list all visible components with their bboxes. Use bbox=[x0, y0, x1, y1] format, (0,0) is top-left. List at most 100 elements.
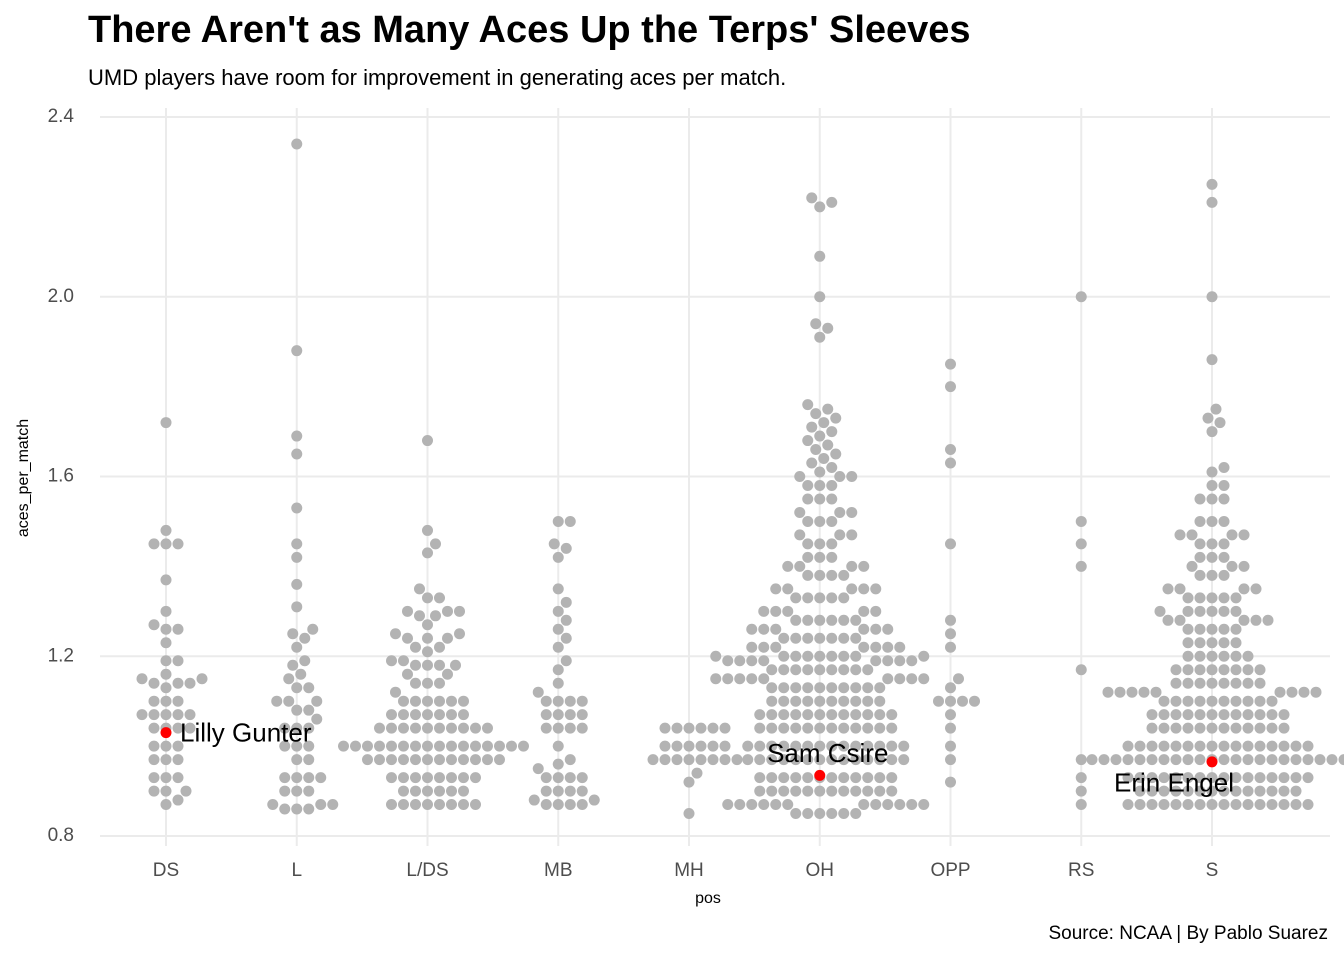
point bbox=[1290, 785, 1302, 797]
point bbox=[1218, 785, 1230, 797]
point bbox=[945, 444, 956, 456]
point bbox=[434, 722, 445, 734]
point bbox=[802, 785, 814, 797]
point bbox=[858, 623, 870, 635]
point bbox=[362, 740, 373, 752]
point bbox=[1170, 695, 1182, 707]
point bbox=[826, 650, 838, 662]
point bbox=[1162, 583, 1174, 595]
point bbox=[374, 754, 385, 766]
point bbox=[846, 506, 858, 518]
point bbox=[576, 785, 588, 797]
point bbox=[160, 524, 172, 536]
point bbox=[1146, 722, 1158, 734]
labels: 0.8 1.2 1.6 2.0 2.4 DS L L/DS MB MH OH OPP RS S Lilly … bbox=[48, 106, 1234, 881]
point bbox=[882, 799, 894, 811]
point bbox=[450, 659, 461, 671]
point bbox=[430, 538, 441, 550]
point bbox=[707, 754, 719, 766]
point bbox=[822, 322, 834, 334]
point bbox=[160, 574, 172, 586]
point bbox=[1182, 722, 1194, 734]
point bbox=[303, 754, 315, 766]
point bbox=[1075, 754, 1087, 766]
point bbox=[826, 808, 838, 820]
point bbox=[291, 448, 303, 460]
point bbox=[846, 560, 858, 572]
point bbox=[862, 772, 874, 784]
point bbox=[691, 767, 703, 779]
point bbox=[1238, 560, 1250, 572]
point bbox=[1146, 799, 1158, 811]
point bbox=[707, 740, 719, 752]
point bbox=[814, 479, 826, 491]
point bbox=[1150, 686, 1162, 698]
point bbox=[746, 641, 758, 653]
point bbox=[778, 722, 790, 734]
point bbox=[1194, 722, 1206, 734]
point bbox=[945, 457, 956, 469]
point bbox=[422, 547, 433, 559]
point bbox=[838, 709, 850, 721]
point bbox=[826, 785, 838, 797]
point bbox=[1298, 686, 1310, 698]
point bbox=[160, 785, 172, 797]
point bbox=[267, 799, 279, 811]
point bbox=[758, 641, 770, 653]
point bbox=[414, 583, 425, 595]
point bbox=[886, 740, 898, 752]
point bbox=[184, 677, 196, 689]
point bbox=[1278, 722, 1290, 734]
point bbox=[1242, 799, 1254, 811]
point bbox=[719, 740, 731, 752]
point bbox=[754, 772, 766, 784]
point bbox=[782, 605, 794, 617]
highlight-point bbox=[814, 769, 826, 781]
point bbox=[1290, 754, 1302, 766]
point bbox=[1206, 637, 1218, 649]
point bbox=[814, 785, 826, 797]
point bbox=[758, 673, 770, 685]
point bbox=[1250, 583, 1262, 595]
point bbox=[766, 682, 778, 694]
point bbox=[838, 785, 850, 797]
point bbox=[945, 709, 956, 721]
point bbox=[778, 682, 790, 694]
point bbox=[790, 722, 802, 734]
point bbox=[802, 754, 814, 766]
point bbox=[1134, 740, 1146, 752]
point bbox=[1278, 709, 1290, 721]
point bbox=[1158, 722, 1170, 734]
point bbox=[945, 538, 956, 550]
point bbox=[446, 709, 457, 721]
point bbox=[1242, 772, 1254, 784]
point bbox=[874, 785, 886, 797]
marks bbox=[136, 138, 1344, 820]
point bbox=[790, 592, 802, 604]
point bbox=[790, 772, 802, 784]
point bbox=[148, 619, 160, 631]
point bbox=[874, 754, 886, 766]
x-tick-label: RS bbox=[1068, 860, 1094, 881]
point bbox=[1218, 551, 1230, 563]
point bbox=[564, 722, 576, 734]
point bbox=[1194, 569, 1206, 581]
point bbox=[172, 709, 184, 721]
point bbox=[945, 628, 956, 640]
point bbox=[945, 695, 956, 707]
point bbox=[754, 785, 766, 797]
x-tick-label: L bbox=[291, 860, 302, 881]
point bbox=[814, 331, 826, 343]
point bbox=[1326, 754, 1338, 766]
point bbox=[886, 754, 898, 766]
point bbox=[778, 754, 790, 766]
point bbox=[386, 754, 397, 766]
point bbox=[858, 799, 870, 811]
point bbox=[945, 641, 956, 653]
point bbox=[945, 740, 956, 752]
point bbox=[802, 515, 814, 527]
point bbox=[1218, 569, 1230, 581]
point bbox=[770, 641, 782, 653]
chart-subtitle: UMD players have room for improvement in… bbox=[88, 65, 786, 90]
point bbox=[707, 722, 719, 734]
